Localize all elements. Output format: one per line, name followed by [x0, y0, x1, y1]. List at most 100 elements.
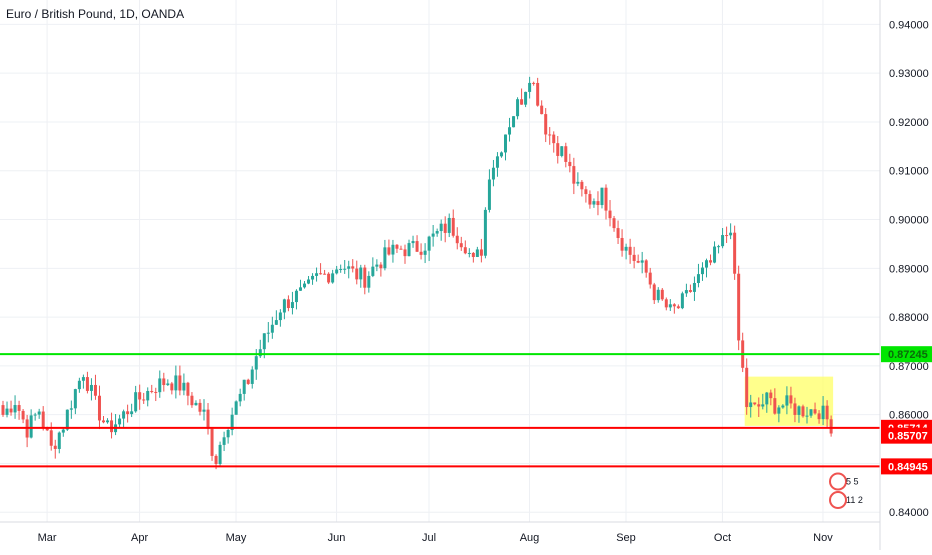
candle-body [656, 289, 660, 301]
candle-body [745, 367, 749, 408]
candle-body [85, 377, 89, 391]
candle-body [600, 187, 604, 206]
candle-body [130, 411, 134, 415]
candle-body [93, 384, 97, 396]
candle-body [395, 244, 399, 249]
candle-body [49, 430, 53, 446]
price-label-box [881, 427, 932, 444]
candle-body [552, 134, 556, 144]
candle-body [1, 405, 5, 415]
candle-body [616, 228, 620, 238]
x-month-label: Aug [520, 532, 540, 544]
candle-body [218, 444, 222, 464]
candle-body [423, 250, 427, 255]
candle-body [57, 432, 61, 449]
candle-body [729, 232, 733, 236]
candle-body [692, 282, 696, 292]
candle-body [250, 369, 254, 384]
candle-body [254, 356, 258, 370]
candle-body [777, 407, 781, 414]
candle-body [315, 273, 319, 276]
candle-body [274, 320, 278, 325]
candle-body [733, 232, 737, 274]
candle-body [672, 304, 676, 307]
candle-body [73, 389, 77, 409]
x-month-label: Sep [616, 532, 636, 544]
candle-body [391, 244, 395, 255]
candle-body [335, 269, 339, 274]
chart-title: Euro / British Pound, 1D, OANDA [6, 7, 185, 21]
candle-body [174, 375, 178, 391]
candle-body [467, 252, 471, 254]
candle-body [813, 409, 817, 414]
candle-body [664, 299, 668, 308]
candle-body [528, 82, 532, 92]
candle-body [564, 146, 568, 162]
x-month-label: Jul [422, 532, 436, 544]
candle-body [166, 383, 170, 386]
candle-body [455, 235, 459, 244]
candle-body [106, 420, 110, 423]
candle-body [230, 414, 234, 431]
y-tick-label: 0.90000 [889, 215, 929, 227]
candle-body [383, 247, 387, 269]
candle-body [584, 189, 588, 195]
candle-body [41, 411, 45, 428]
candle-body [294, 290, 298, 303]
candle-body [636, 260, 640, 263]
candle-body [419, 251, 423, 255]
candle-body [713, 246, 717, 263]
candle-body [504, 134, 507, 153]
candle-body [102, 420, 105, 423]
candle-body [355, 268, 359, 280]
candle-body [680, 293, 684, 309]
candle-body [307, 279, 311, 284]
candle-body [182, 382, 186, 391]
candle-body [202, 409, 206, 412]
candle-body [359, 267, 363, 280]
candle-body [89, 384, 93, 391]
candle-body [624, 246, 628, 251]
candle-body [387, 247, 391, 255]
candle-body [737, 273, 741, 341]
candle-body [443, 223, 447, 233]
y-tick-label: 0.87000 [889, 361, 929, 373]
candle-body [246, 379, 250, 384]
candle-body [532, 82, 536, 84]
candle-body [612, 218, 616, 229]
candle-body [77, 380, 81, 390]
candle-body [769, 392, 773, 399]
candle-body [548, 134, 552, 136]
candle-body [520, 99, 524, 105]
candle-body [258, 349, 262, 357]
candle-body [194, 402, 198, 406]
candle-body [435, 231, 439, 234]
candle-body [508, 127, 512, 135]
candle-body [644, 260, 648, 273]
price-label-text: 0.84945 [888, 461, 928, 473]
candle-body [270, 324, 274, 333]
candle-body [242, 379, 246, 394]
candle-body [142, 399, 146, 401]
candle-body [773, 398, 777, 414]
candle-body [821, 405, 825, 420]
candle-body [154, 391, 158, 393]
y-tick-label: 0.92000 [889, 117, 929, 129]
price-label-box [881, 346, 932, 363]
candle-body [793, 403, 797, 415]
candle-body [234, 401, 238, 415]
candle-body [118, 418, 122, 425]
x-month-label: Mar [38, 532, 57, 544]
candle-body [17, 405, 21, 411]
candle-body [451, 217, 455, 236]
candle-body [97, 395, 101, 421]
y-tick-label: 0.91000 [889, 166, 929, 178]
candle-body [371, 266, 375, 276]
candle-body [311, 275, 315, 280]
candle-body [186, 382, 190, 396]
y-tick-label: 0.86000 [889, 410, 929, 422]
candle-body [278, 312, 282, 321]
candle-body [13, 405, 17, 413]
candle-body [210, 428, 214, 456]
candle-body [407, 243, 411, 257]
